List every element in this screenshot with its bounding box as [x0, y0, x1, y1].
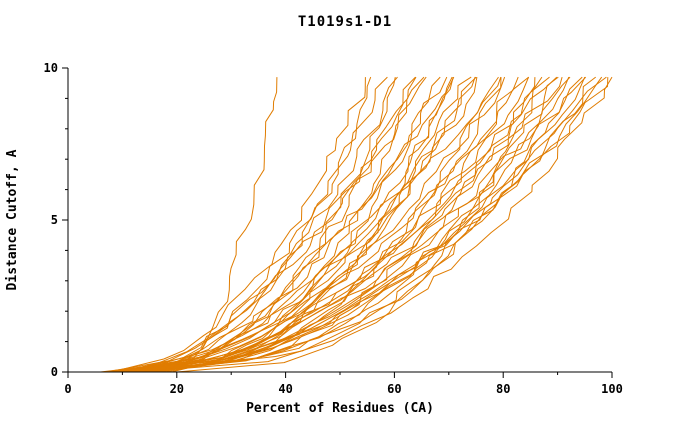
curve-line — [111, 76, 570, 373]
curve-line — [138, 76, 559, 373]
curve-line — [122, 77, 609, 373]
x-tick-label: 0 — [64, 382, 71, 396]
curve-line — [176, 76, 543, 373]
chart-title: T1019s1-D1 — [298, 14, 392, 30]
y-tick-label: 5 — [51, 213, 58, 227]
curve-line — [111, 77, 366, 373]
x-tick-label: 20 — [170, 382, 184, 396]
curve-line — [144, 76, 476, 373]
curve-line — [122, 76, 563, 373]
curve-line — [144, 76, 398, 373]
curve-line — [138, 76, 613, 373]
curve-line — [133, 76, 519, 373]
curve-line — [127, 76, 416, 373]
y-tick-label: 10 — [44, 61, 58, 75]
curve-line — [127, 76, 477, 373]
x-tick-label: 60 — [387, 382, 401, 396]
curve-line — [154, 76, 571, 373]
curve-line — [122, 76, 502, 373]
curve-line — [138, 76, 425, 373]
curve-line — [122, 76, 372, 373]
curve-line — [133, 76, 453, 373]
curve-lines — [100, 76, 613, 373]
curve-line — [122, 76, 427, 373]
curve-line — [165, 76, 587, 373]
curve-line — [100, 76, 558, 373]
axes — [62, 67, 613, 378]
curve-line — [165, 77, 278, 373]
curve-line — [149, 76, 441, 373]
y-tick-label: 0 — [51, 365, 58, 379]
curve-line — [144, 76, 550, 373]
curve-line — [138, 76, 499, 373]
curve-line — [116, 76, 396, 373]
curve-line — [111, 76, 448, 373]
curve-line — [116, 76, 586, 373]
y-axis-label: Distance Cutoff, A — [5, 149, 20, 290]
curve-line — [154, 76, 455, 373]
x-tick-label: 40 — [278, 382, 292, 396]
curve-line — [116, 76, 530, 373]
curve-line — [116, 76, 454, 373]
curve-line — [106, 76, 603, 373]
x-tick-label: 80 — [496, 382, 510, 396]
tick-labels: 0 20 40 60 80 100 0 5 10 — [44, 61, 623, 396]
x-tick-label: 100 — [601, 382, 623, 396]
x-axis-label: Percent of Residues (CA) — [246, 401, 434, 416]
curve-line — [106, 76, 417, 373]
curve-line — [149, 76, 607, 373]
curve-line — [111, 76, 506, 373]
curve-line — [106, 77, 478, 373]
